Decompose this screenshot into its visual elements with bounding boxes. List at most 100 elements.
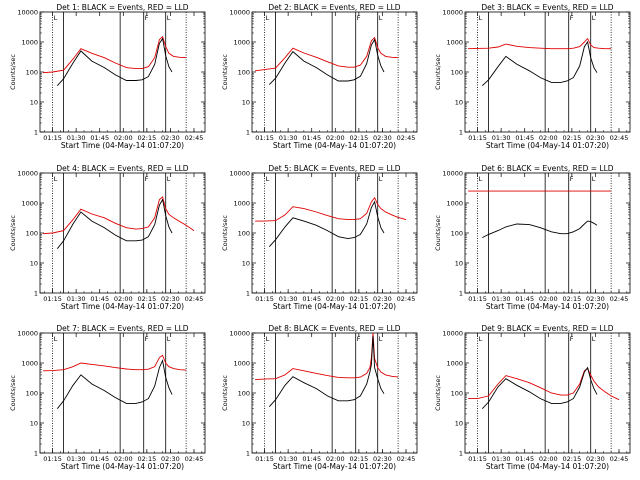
series-group [255, 196, 407, 248]
marker-label: L [592, 14, 596, 22]
marker-label: L [167, 14, 171, 22]
x-tick-label: 01:15 [468, 134, 487, 142]
x-tick-label: 01:30 [279, 134, 298, 142]
marker-label: F [357, 14, 361, 22]
plot-frame [251, 332, 418, 454]
series-group [43, 196, 195, 249]
x-tick-label: 02:45 [397, 134, 416, 142]
y-tick-label: 1 [246, 290, 250, 298]
y-axis-label: Counts/sec [434, 54, 442, 90]
x-tick-label: 01:45 [302, 134, 321, 142]
x-tick-label: 02:30 [586, 295, 605, 303]
marker-label: L [266, 14, 270, 22]
x-tick-label: 02:45 [397, 295, 416, 303]
series-black-events [56, 37, 173, 87]
series-group [468, 366, 620, 410]
marker-label: L [479, 175, 483, 183]
x-tick-label: 02:15 [137, 295, 156, 303]
x-tick-label: 02:15 [349, 455, 368, 463]
x-tick-label: 01:45 [302, 455, 321, 463]
y-axis-label: Counts/sec [221, 54, 229, 90]
plot-frame [39, 11, 206, 133]
x-tick-label: 02:00 [326, 295, 345, 303]
x-tick-label: 02:45 [610, 455, 629, 463]
y-tick-label: 10 [455, 420, 463, 428]
x-tick-label: 01:45 [515, 455, 534, 463]
series-group [43, 35, 187, 87]
x-tick-label: 02:45 [185, 134, 204, 142]
marker-label: L [54, 335, 58, 343]
marker-label: L [592, 175, 596, 183]
x-tick-label: 01:15 [43, 134, 62, 142]
x-axis-label: Start Time (04-May-14 01:07:20) [486, 141, 609, 150]
x-tick-label: 01:15 [468, 295, 487, 303]
panel-title: Det 1: BLACK = Events, RED = LLD [56, 3, 188, 12]
y-tick-label: 1 [459, 450, 463, 458]
x-tick-label: 01:30 [492, 295, 511, 303]
x-tick-label: 02:45 [610, 295, 629, 303]
plot-frame [39, 332, 206, 454]
marker-label: F [145, 175, 149, 183]
marker-label: L [167, 175, 171, 183]
panel-title: Det 6: BLACK = Events, RED = LLD [481, 164, 613, 173]
panel-title: Det 5: BLACK = Events, RED = LLD [268, 164, 400, 173]
panel-title: Det 3: BLACK = Events, RED = LLD [481, 3, 613, 12]
panel-det-4: Det 4: BLACK = Events, RED = LLD 1 10 100 10… [9, 164, 206, 311]
plot-frame [464, 332, 631, 454]
y-tick-label: 1 [246, 129, 250, 137]
x-tick-label: 02:30 [161, 134, 180, 142]
marker-label: F [357, 335, 361, 343]
y-tick-label: 1 [34, 450, 38, 458]
series-red-lld [468, 367, 620, 401]
marker-label: F [145, 14, 149, 22]
y-tick-label: 1 [459, 290, 463, 298]
y-tick-label: 100 [451, 390, 463, 398]
x-tick-label: 01:45 [515, 134, 534, 142]
series-group [255, 333, 399, 408]
x-tick-label: 01:45 [90, 134, 109, 142]
marker-label: L [479, 335, 483, 343]
y-tick-label: 100 [26, 230, 38, 238]
x-tick-label: 02:30 [373, 295, 392, 303]
marker-label: L [379, 335, 383, 343]
panel-title: Det 8: BLACK = Events, RED = LLD [268, 324, 400, 333]
x-tick-label: 01:15 [255, 295, 274, 303]
x-tick-label: 02:00 [539, 134, 558, 142]
x-tick-label: 02:15 [349, 134, 368, 142]
x-tick-label: 02:30 [373, 134, 392, 142]
x-tick-label: 01:30 [492, 134, 511, 142]
y-tick-label: 10000 [442, 170, 463, 178]
marker-label: L [266, 175, 270, 183]
x-tick-label: 01:45 [90, 455, 109, 463]
series-group [43, 354, 187, 409]
series-black-events [56, 198, 173, 249]
y-axis-label: Counts/sec [9, 54, 17, 90]
series-red-lld [468, 37, 612, 50]
y-tick-label: 10000 [17, 170, 38, 178]
y-tick-label: 10 [30, 260, 38, 268]
marker-label: L [379, 14, 383, 22]
x-tick-label: 02:00 [114, 134, 133, 142]
x-tick-label: 02:00 [539, 455, 558, 463]
y-tick-label: 100 [26, 390, 38, 398]
x-tick-label: 01:15 [255, 134, 274, 142]
y-tick-label: 1 [246, 450, 250, 458]
panel-det-3: Det 3: BLACK = Events, RED = LLD 1 10 100 10… [434, 3, 631, 150]
y-tick-label: 1 [459, 129, 463, 137]
y-tick-label: 10000 [229, 170, 250, 178]
y-tick-label: 100 [26, 69, 38, 77]
x-tick-label: 01:30 [492, 455, 511, 463]
marker-label: L [479, 14, 483, 22]
y-tick-label: 10000 [442, 9, 463, 17]
panel-det-8: Det 8: BLACK = Events, RED = LLD 1 10 100 10… [221, 324, 418, 471]
y-axis-label: Counts/sec [9, 375, 17, 411]
x-tick-label: 02:15 [137, 134, 156, 142]
series-black-events [268, 38, 385, 85]
plot-frame [39, 172, 206, 294]
y-tick-label: 10 [242, 99, 250, 107]
y-tick-label: 1000 [233, 39, 250, 47]
x-tick-label: 02:30 [161, 455, 180, 463]
x-tick-label: 02:00 [539, 295, 558, 303]
x-tick-label: 02:00 [326, 134, 345, 142]
x-axis-label: Start Time (04-May-14 01:07:20) [61, 302, 184, 311]
